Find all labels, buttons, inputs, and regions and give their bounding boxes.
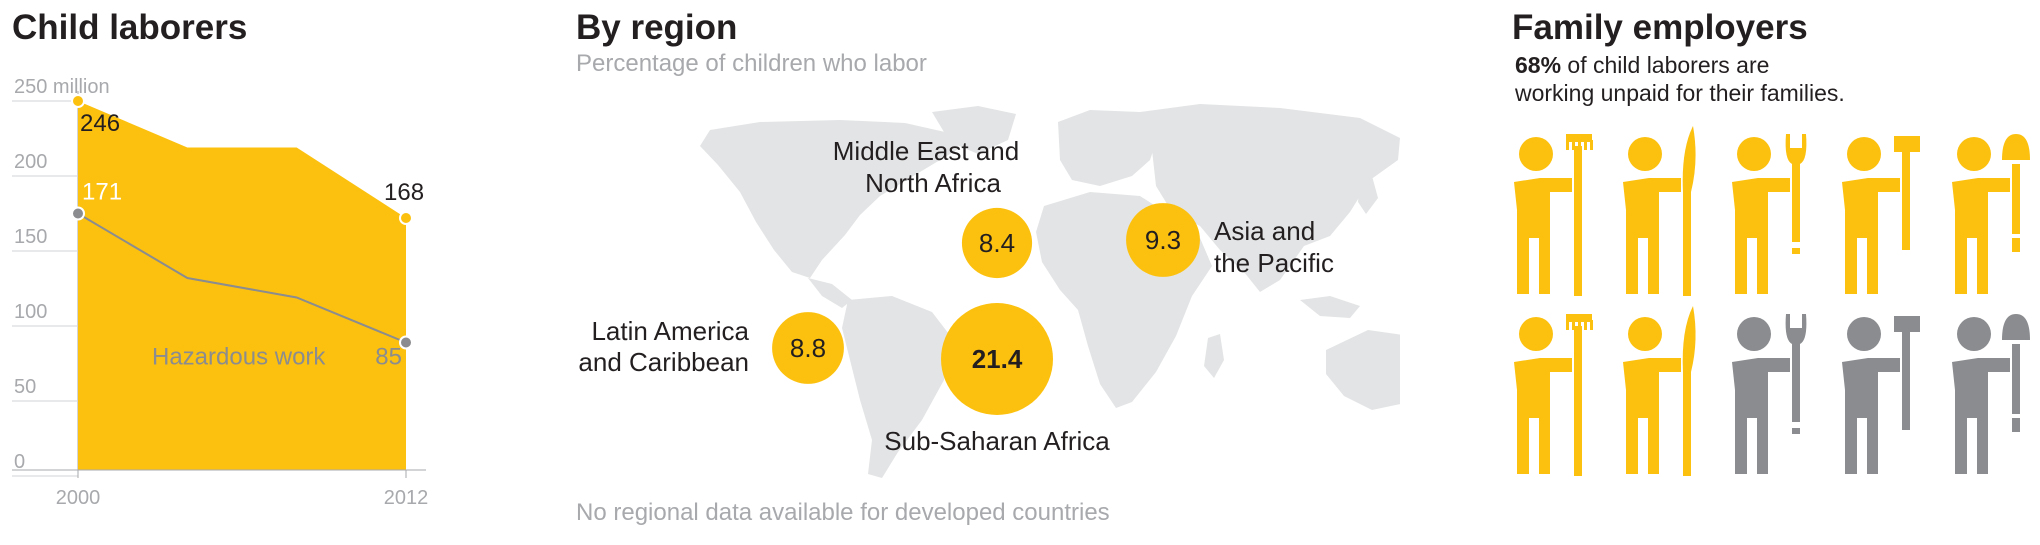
family-percent: 68% [1515, 52, 1562, 78]
region-value-0: 8.4 [979, 228, 1015, 258]
y-tick-label-150: 150 [14, 226, 47, 248]
se-asia-islands-shape [1300, 296, 1360, 318]
worker-icon-shovel-row1 [1952, 134, 2030, 294]
y-tick-label-200: 200 [14, 151, 47, 173]
laborers-point-2012 [399, 211, 413, 225]
madagascar-shape [1204, 334, 1224, 378]
japan-shape [1358, 176, 1378, 214]
south-america-shape [842, 296, 952, 478]
label-asia-line1: Asia and [1214, 216, 1315, 246]
map-continents [700, 104, 1400, 478]
region-title: By region [576, 8, 738, 47]
worker-icon-wrench-row2 [1732, 314, 1807, 474]
region-bubble-3 [941, 303, 1053, 415]
family-title: Family employers [1512, 8, 1808, 47]
child-laborers-panel: Child laborers 0 50 100 150 200 250 million 24… [0, 0, 560, 545]
worker-icon-wrench-row1 [1732, 134, 1807, 294]
region-subtitle: Percentage of children who labor [576, 50, 927, 77]
label-mena-line2: North Africa [865, 168, 1001, 198]
y-tick-label-0: 0 [14, 451, 25, 473]
hazardous-point-2012 [399, 335, 413, 350]
laborers-area [78, 101, 406, 470]
worker-icon-rake-row2 [1514, 314, 1593, 476]
hazardous-point-2000 [71, 206, 85, 221]
family-text-rest: of child laborers are [1561, 52, 1770, 78]
worker-icon-hammer-row1 [1842, 136, 1920, 294]
australia-shape [1326, 330, 1400, 410]
worker-icon-rake-row1 [1514, 134, 1593, 296]
label-asia-line2: the Pacific [1214, 248, 1334, 278]
label-latam-line2: and Caribbean [578, 347, 749, 377]
y-tick-label-100: 100 [14, 301, 47, 323]
greenland-shape [932, 106, 1016, 154]
family-text-line2: working unpaid for their families. [1515, 80, 1845, 106]
north-america-shape [700, 120, 960, 278]
label-ssa: Sub-Saharan Africa [884, 426, 1110, 456]
region-value-2: 8.8 [790, 333, 826, 363]
x-tick-label-2000: 2000 [56, 487, 101, 509]
family-text-line1: 68% of child laborers are [1515, 52, 1769, 79]
label-168: 168 [384, 179, 424, 206]
label-latam-line1: Latin America [591, 316, 749, 346]
worker-icon-sickle-row1 [1623, 126, 1696, 296]
child-laborers-title: Child laborers [12, 8, 248, 47]
label-246: 246 [80, 110, 120, 137]
family-panel: Family employers 68% of child laborers a… [1500, 0, 2040, 545]
region-bubble-0 [961, 207, 1033, 279]
child-laborers-chart: 0 50 100 150 200 250 million 246 168 171 Hazardou… [12, 76, 429, 509]
laborers-point-2000 [71, 94, 85, 108]
europe-shape [1058, 110, 1160, 186]
worker-icon-sickle-row2 [1623, 306, 1696, 476]
y-tick-label-250: 250 million [14, 76, 110, 98]
hazardous-line [77, 212, 407, 344]
label-171: 171 [82, 179, 122, 206]
region-bubble-1 [1126, 203, 1200, 277]
label-mena-line1: Middle East and [833, 136, 1019, 166]
y-tick-label-50: 50 [14, 376, 36, 398]
asia-shape [1140, 104, 1400, 292]
worker-icon-shovel-row2 [1952, 314, 2030, 474]
region-footnote: No regional data available for developed… [576, 499, 1110, 526]
central-america-shape [808, 278, 852, 308]
x-tick-label-2012: 2012 [384, 487, 429, 509]
region-bubble-2 [772, 312, 844, 384]
region-panel: By region Percentage of children who lab… [560, 0, 1400, 545]
pictogram [1514, 126, 2030, 476]
worker-icon-hammer-row2 [1842, 316, 1920, 474]
region-value-3: 21.4 [972, 344, 1023, 374]
region-value-1: 9.3 [1145, 225, 1181, 255]
label-85: 85 [375, 344, 402, 371]
hazardous-series-label: Hazardous work [152, 344, 326, 371]
